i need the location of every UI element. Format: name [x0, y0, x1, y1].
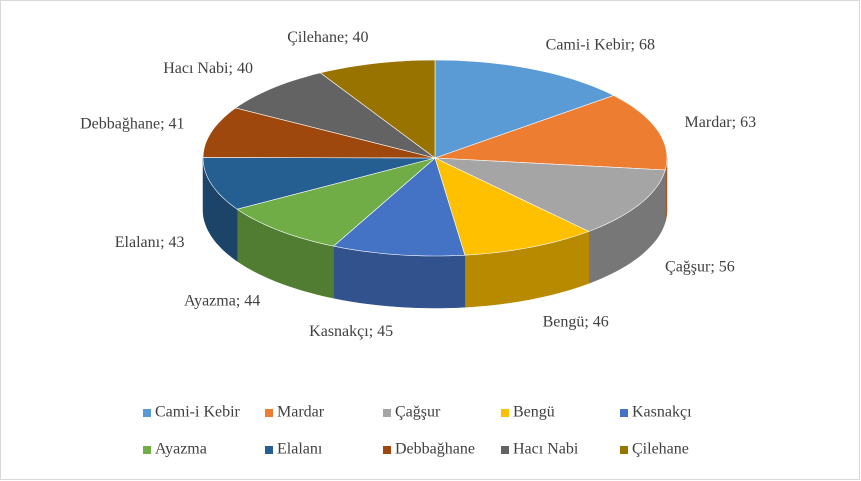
slice	[434, 59, 615, 159]
data-label: Elalanı; 43	[115, 234, 185, 251]
data-label: Mardar; 63	[685, 114, 757, 131]
slice	[234, 72, 436, 159]
data-label: Çilehane; 40	[287, 29, 368, 46]
data-label: Cami-i Kebir; 68	[546, 36, 655, 53]
legend-swatch	[620, 446, 628, 454]
legend-swatch	[620, 409, 628, 417]
legend-swatch	[501, 446, 509, 454]
legend-label: Hacı Nabi	[513, 441, 579, 458]
legend-label: Bengü	[513, 404, 555, 421]
slice	[434, 157, 590, 256]
data-label: Hacı Nabi; 40	[163, 60, 253, 77]
legend-label: Cami-i Kebir	[155, 404, 241, 421]
slice	[202, 157, 436, 210]
legend-swatch	[383, 446, 391, 454]
legend-label: Elalanı	[277, 441, 323, 458]
data-label: Çağşur; 56	[665, 258, 735, 275]
legend-label: Mardar	[277, 404, 325, 421]
slice	[434, 157, 666, 232]
legend-swatch	[265, 446, 273, 454]
data-label: Debbağhane; 41	[80, 115, 184, 132]
legend-swatch	[143, 446, 151, 454]
legend-swatch	[143, 409, 151, 417]
legend-label: Ayazma	[155, 441, 207, 458]
legend-label: Çilehane	[632, 441, 689, 458]
legend-swatch	[383, 409, 391, 417]
data-label: Kasnakçı; 45	[309, 323, 393, 340]
slice	[236, 157, 436, 247]
slice	[434, 95, 668, 171]
legend-swatch	[265, 409, 273, 417]
slice	[319, 59, 436, 159]
data-label: Bengü; 46	[543, 314, 609, 331]
legend-label: Kasnakçı	[632, 404, 692, 421]
slice	[202, 107, 436, 159]
legend-swatch	[501, 409, 509, 417]
slice	[332, 157, 466, 257]
legend-label: Debbağhane	[395, 441, 475, 458]
legend-label: Çağşur	[395, 404, 441, 421]
data-label: Ayazma; 44	[184, 292, 260, 309]
